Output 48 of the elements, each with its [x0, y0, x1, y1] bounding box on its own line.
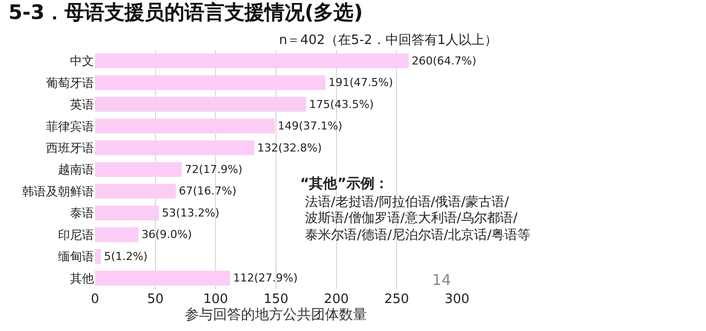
data-label: 132(32.8%): [257, 141, 322, 154]
chart-title: 5-3．母语支援员的语言支援情况(多选): [8, 0, 363, 24]
x-tick-label: 50: [147, 292, 164, 307]
data-label: 191(47.5%): [328, 76, 393, 90]
x-tick-label: 100: [203, 292, 228, 307]
x-tick-label: 150: [264, 292, 288, 307]
data-label: 53(13.2%): [162, 206, 220, 220]
annotation: 泰米尔语/德语/尼泊尔语/北京话/粤语等: [305, 228, 531, 243]
y-tick-label: 英语: [70, 98, 94, 112]
y-tick-label: 中文: [70, 54, 94, 68]
y-tick-label: 缅甸语: [58, 250, 94, 264]
bar: [95, 227, 138, 242]
y-tick-label: 越南语: [58, 162, 94, 177]
bar: [95, 140, 254, 156]
y-tick-label: 泰语: [70, 206, 94, 220]
y-tick-label: 其他: [70, 271, 94, 286]
bar: [95, 206, 159, 220]
y-tick-label: 韩语及朝鲜语: [22, 184, 94, 198]
bar: [95, 184, 176, 199]
y-tick-label: 印尼语: [58, 228, 94, 242]
bar: [95, 118, 275, 134]
x-axis-title: 参与回答的地方公共团体数量: [185, 307, 367, 323]
x-tick-label: 300: [444, 292, 470, 307]
bar: [95, 249, 102, 264]
bar: [95, 270, 230, 286]
bar: [95, 162, 182, 177]
data-label: 149(37.1%): [278, 120, 342, 133]
data-label: 112(27.9%): [233, 272, 298, 285]
data-label: 67(16.7%): [178, 184, 236, 198]
data-label: 72(17.9%): [184, 163, 242, 176]
data-label: 175(43.5%): [309, 98, 374, 111]
annotation: 法语/老挝语/阿拉伯语/俄语/蒙古语/: [305, 195, 510, 210]
chart-subtitle: n＝402（在5-2．中回答有1人以上）: [279, 33, 498, 48]
annotation: 14: [432, 271, 452, 289]
y-tick-label: 葡萄牙语: [46, 76, 94, 90]
data-label: 5(1.2%): [104, 250, 148, 263]
x-tick-label: 0: [90, 292, 100, 307]
annotation: “其他”示例：: [300, 176, 388, 192]
bar: [95, 53, 409, 68]
y-tick-label: 菲律宾语: [46, 119, 94, 134]
data-label: 260(64.7%): [412, 54, 476, 68]
x-tick-label: 200: [324, 292, 349, 307]
data-label: 36(9.0%): [141, 228, 192, 242]
bar: [95, 75, 326, 90]
annotation: 波斯语/僧伽罗语/意大利语/乌尔都语/: [305, 211, 518, 226]
bar: [95, 96, 306, 112]
y-tick-label: 西班牙语: [46, 140, 94, 155]
x-tick-label: 250: [384, 292, 410, 307]
